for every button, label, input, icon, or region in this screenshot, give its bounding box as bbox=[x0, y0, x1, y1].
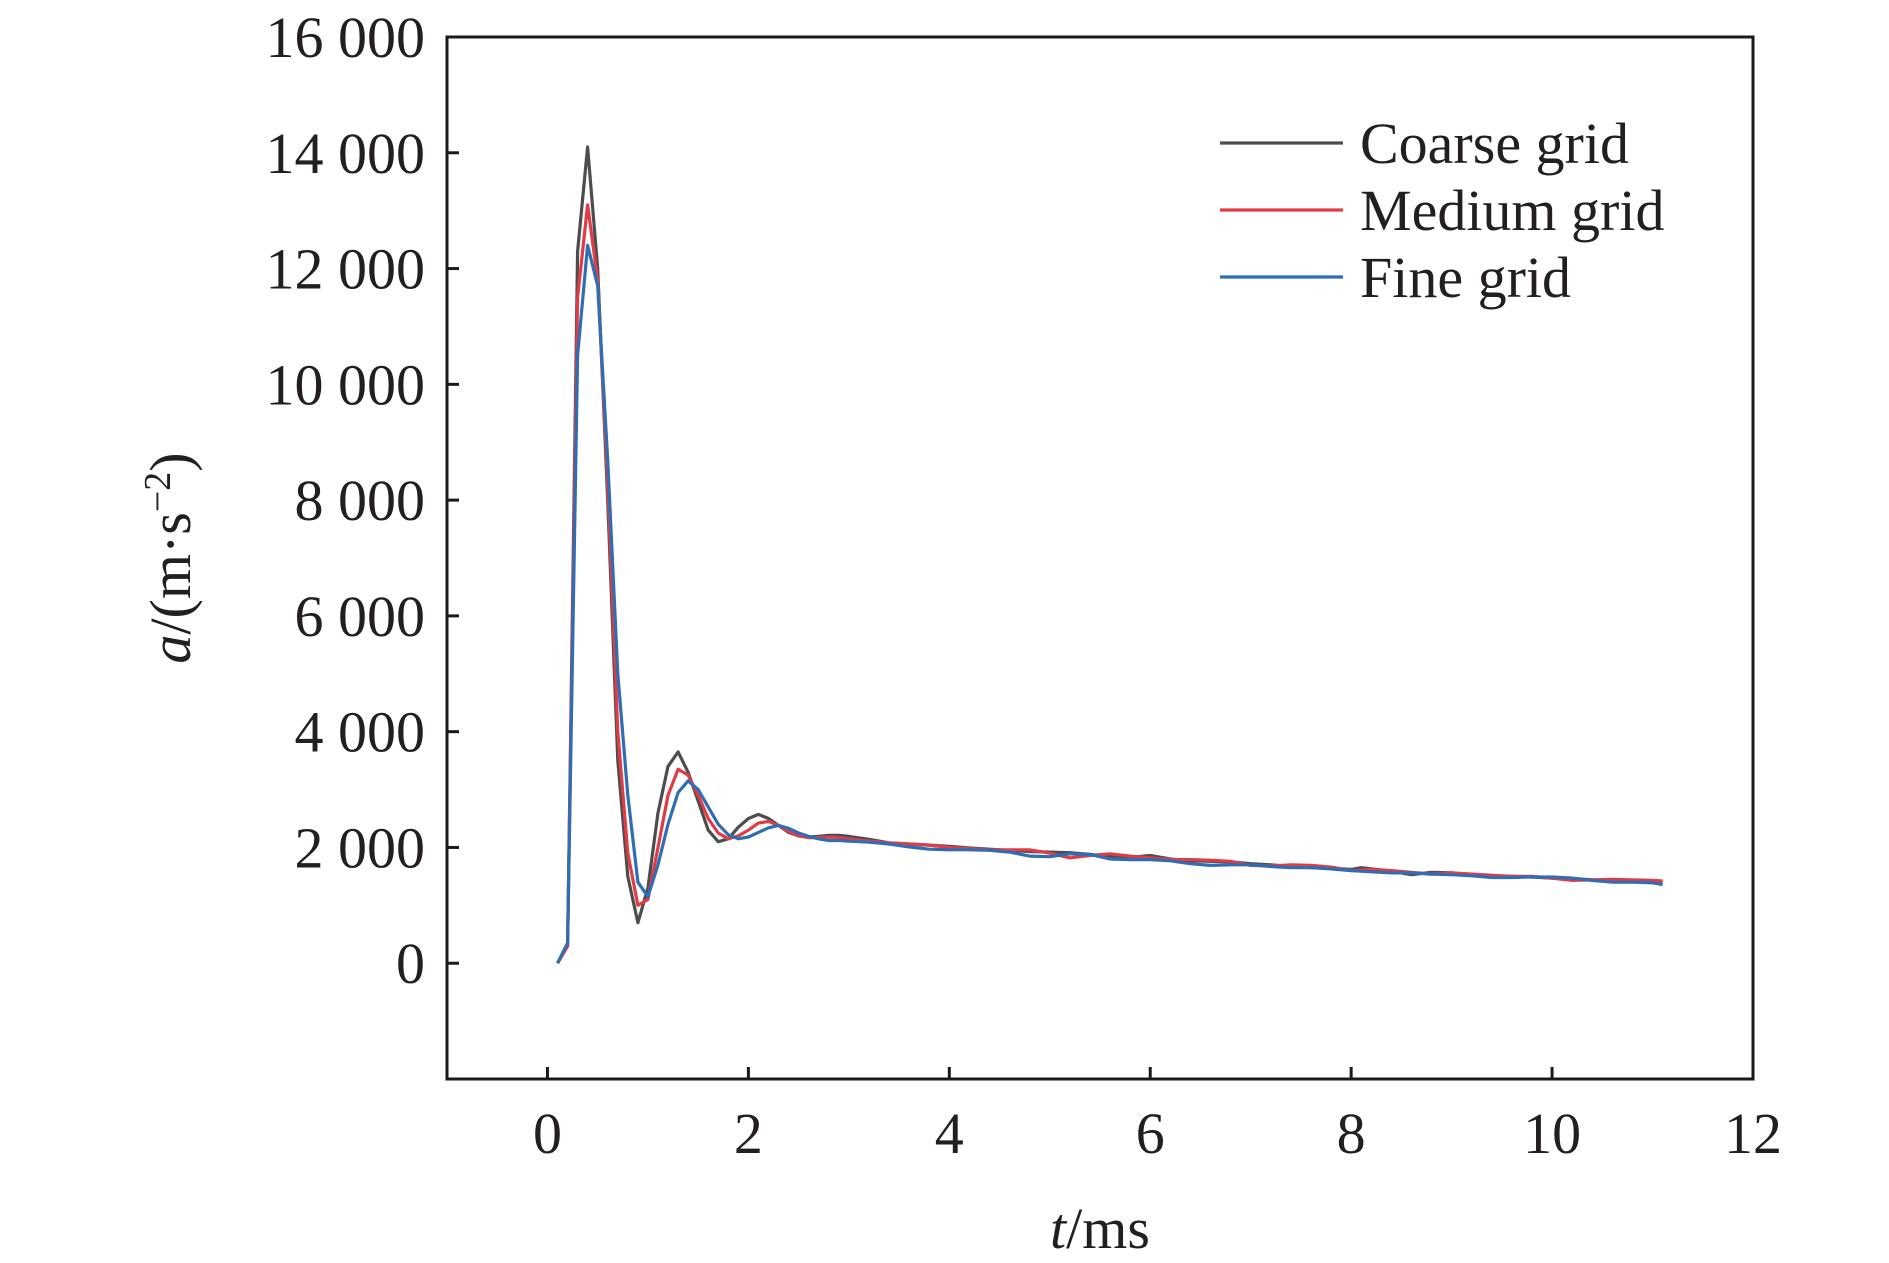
y-tick-label: 4 000 bbox=[295, 700, 426, 765]
legend-label-1: Coarse grid bbox=[1360, 111, 1629, 176]
x-tick-label: 4 bbox=[935, 1101, 964, 1166]
series-line-3 bbox=[556, 243, 1663, 964]
legend-label-3: Fine grid bbox=[1360, 245, 1571, 310]
x-tick-label: 8 bbox=[1337, 1101, 1366, 1166]
y-axis-title: a/(m·s−2) bbox=[137, 452, 203, 663]
y-tick-label: 6 000 bbox=[295, 584, 426, 649]
x-axis-unit: /ms bbox=[1066, 1196, 1150, 1261]
y-tick-label: 12 000 bbox=[266, 237, 426, 302]
x-axis-title: t/ms bbox=[1050, 1196, 1150, 1261]
series-layer bbox=[556, 145, 1663, 965]
y-axis-unit-exponent: −2 bbox=[137, 472, 179, 512]
x-axis-variable: t bbox=[1050, 1196, 1068, 1261]
series-line-2 bbox=[556, 203, 1663, 965]
y-tick-label: 16 000 bbox=[266, 5, 426, 70]
y-tick-label: 2 000 bbox=[295, 815, 426, 880]
y-tick-label: 8 000 bbox=[295, 468, 426, 533]
y-axis-unit: /(m·s bbox=[138, 512, 203, 634]
y-tick-label: 0 bbox=[396, 931, 425, 996]
legend-label-2: Medium grid bbox=[1360, 178, 1664, 243]
x-tick-label: 12 bbox=[1724, 1101, 1782, 1166]
y-axis-variable: a bbox=[138, 635, 203, 664]
x-axis-ticks: 0 2 4 6 8 10 12 bbox=[533, 1067, 1782, 1166]
y-tick-label: 14 000 bbox=[266, 121, 426, 186]
y-tick-label: 10 000 bbox=[266, 352, 426, 417]
x-tick-label: 0 bbox=[533, 1101, 562, 1166]
x-tick-label: 6 bbox=[1136, 1101, 1165, 1166]
plot-frame bbox=[445, 35, 1755, 1081]
x-tick-label: 2 bbox=[734, 1101, 763, 1166]
y-axis-ticks: 0 2 000 4 000 6 000 8 000 10 000 12 000 14 000 1… bbox=[266, 5, 459, 996]
y-axis-unit-close: ) bbox=[138, 452, 203, 471]
x-tick-label: 10 bbox=[1523, 1101, 1581, 1166]
